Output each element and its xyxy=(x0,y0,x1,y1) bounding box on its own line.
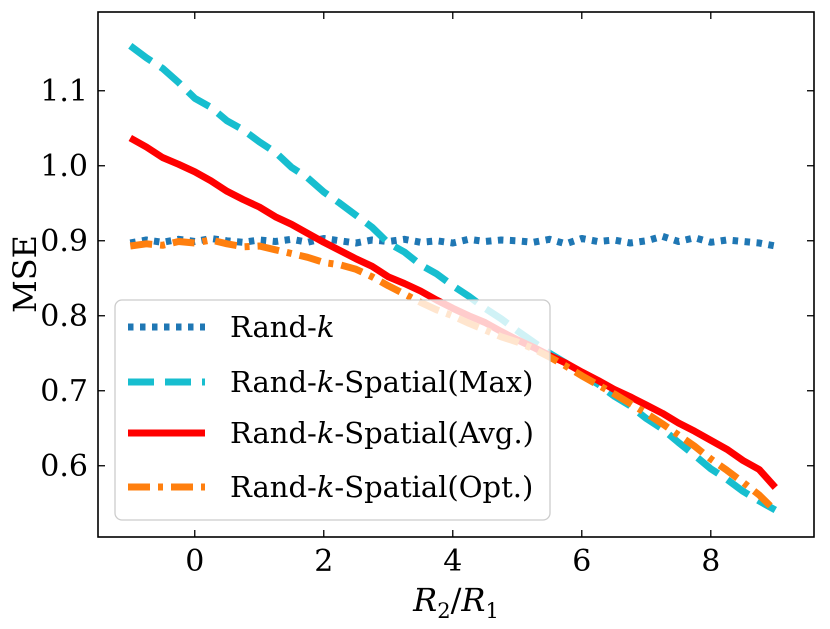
x-label-r1-sub: 1 xyxy=(485,599,498,623)
x-label-r2-sub: 2 xyxy=(437,599,450,623)
legend-label: Rand-k-Spatial(Max) xyxy=(230,365,533,399)
x-axis-label: R2/R1 xyxy=(412,581,499,623)
plot-frame xyxy=(97,11,815,538)
tick-layer: 0 2 4 6 8 0.6 0.7 0.8 0.9 1.0 1.1 xyxy=(40,12,814,579)
y-axis-label: MSE xyxy=(6,235,44,313)
series-line-rand-k xyxy=(129,232,776,250)
x-label-slash: / xyxy=(451,581,462,619)
x-tick-label: 8 xyxy=(701,544,720,579)
y-tick-label: 1.1 xyxy=(40,74,88,109)
x-tick-label: 6 xyxy=(572,544,591,579)
x-tick-label: 0 xyxy=(185,544,204,579)
y-tick-label: 0.9 xyxy=(40,224,88,259)
legend-box xyxy=(114,299,551,521)
x-tick-label: 4 xyxy=(443,544,462,579)
x-tick-label: 2 xyxy=(314,544,333,579)
y-tick-label: 1.0 xyxy=(40,149,88,184)
legend-label: Rand-k xyxy=(230,310,334,344)
y-tick-label: 0.6 xyxy=(40,449,88,484)
legend-label: Rand-k-Spatial(Opt.) xyxy=(230,470,533,504)
x-label-r2: R xyxy=(412,581,437,619)
series-line-rand-k-spatial-opt xyxy=(129,236,778,514)
y-tick-label: 0.8 xyxy=(40,299,88,334)
y-tick-label: 0.7 xyxy=(40,374,88,409)
legend: Rand-k Rand-k-Spatial(Max) Rand-k-Spatial(… xyxy=(114,299,551,521)
x-label-r1: R xyxy=(460,581,485,619)
series-line-rand-k-spatial-max xyxy=(128,42,778,514)
legend-label: Rand-k-Spatial(Avg.) xyxy=(230,416,534,450)
